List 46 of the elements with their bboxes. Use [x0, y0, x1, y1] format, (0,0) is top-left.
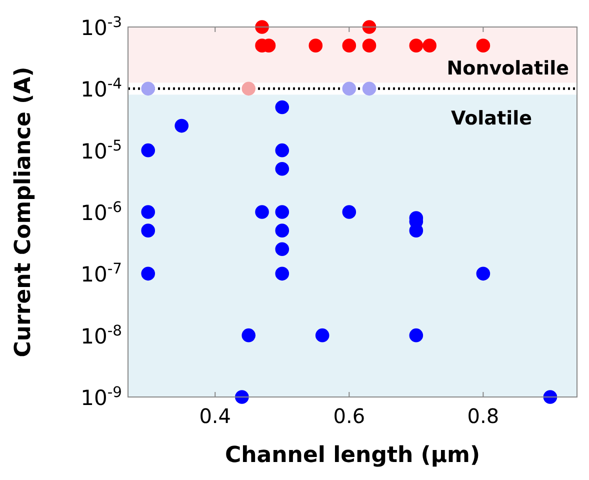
point	[275, 162, 290, 176]
y-tick-label: 10$^{-6}$	[80, 198, 122, 225]
band-label: Nonvolatile	[446, 58, 569, 80]
point	[476, 38, 490, 52]
y-tick-label: 10$^{-8}$	[80, 322, 122, 348]
point	[342, 38, 356, 52]
point	[275, 205, 290, 219]
y-tick-label: 10$^{-5}$	[80, 136, 122, 164]
y-tick-label: 10$^{-7}$	[80, 260, 122, 287]
x-tick-label: 0.8	[467, 404, 500, 428]
point	[255, 20, 269, 34]
point	[174, 118, 189, 133]
point	[141, 224, 156, 238]
point	[141, 205, 156, 219]
y-tick-label: 10$^{-3}$	[80, 14, 122, 40]
point	[409, 38, 424, 52]
point	[342, 205, 356, 219]
point	[342, 82, 356, 96]
point	[141, 143, 156, 158]
point	[422, 38, 436, 52]
x-axis-title: Channel length (µm)	[224, 443, 480, 468]
point	[275, 143, 290, 158]
point	[141, 82, 156, 96]
point	[275, 100, 290, 114]
point	[409, 328, 424, 342]
point	[141, 266, 156, 281]
y-tick-label: 10$^{-4}$	[80, 75, 122, 102]
point	[275, 242, 290, 256]
point	[362, 82, 376, 96]
point	[235, 390, 249, 404]
y-axis-title: Current Compliance (A)	[11, 66, 36, 358]
x-tick-label: 0.4	[199, 404, 232, 428]
point	[543, 390, 558, 404]
point	[315, 328, 330, 342]
point	[362, 38, 376, 52]
point	[275, 224, 290, 238]
point	[242, 328, 256, 342]
point	[255, 205, 269, 219]
point	[308, 38, 323, 52]
point	[242, 82, 256, 96]
point	[362, 20, 376, 34]
x-tick-label: 0.6	[333, 404, 366, 428]
band-label: Volatile	[450, 108, 532, 130]
point	[275, 266, 290, 281]
y-tick-label: 10$^{-9}$	[80, 384, 122, 410]
point	[476, 266, 490, 281]
